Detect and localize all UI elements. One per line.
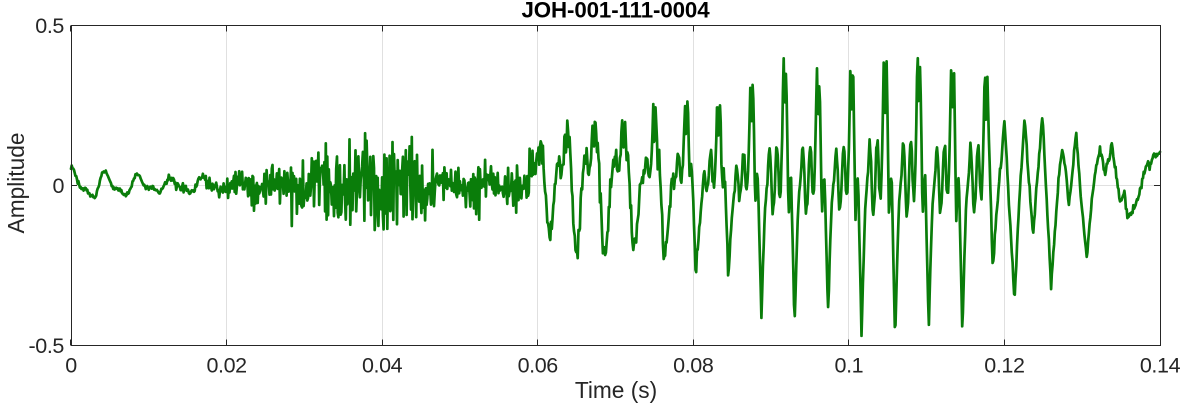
svg-text:0.04: 0.04 [362,354,403,378]
svg-text:0.14: 0.14 [1140,354,1181,378]
svg-text:Amplitude: Amplitude [3,133,29,234]
svg-text:0.02: 0.02 [206,354,246,378]
svg-text:0.08: 0.08 [673,354,714,378]
svg-text:0.1: 0.1 [835,354,864,378]
svg-text:0.06: 0.06 [518,354,559,378]
svg-text:0: 0 [65,354,77,378]
svg-text:0.5: 0.5 [35,14,64,38]
svg-text:0.12: 0.12 [984,354,1024,378]
svg-text:JOH-001-111-0004: JOH-001-111-0004 [521,0,710,22]
svg-text:Time (s): Time (s) [575,377,657,403]
svg-text:-0.5: -0.5 [29,334,65,358]
svg-text:0: 0 [52,174,64,198]
